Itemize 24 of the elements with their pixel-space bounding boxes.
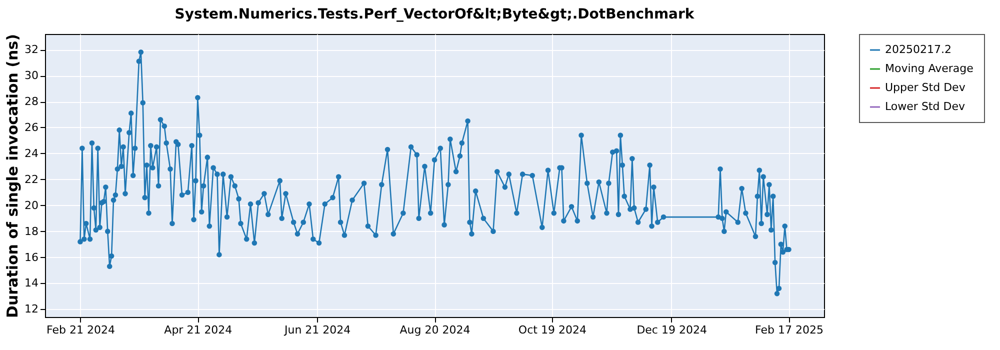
y-tick-label: 28 — [24, 95, 38, 108]
x-tick-label: Dec 19 2024 — [636, 324, 707, 336]
y-axis-title: Duration of single invocation (ns) — [4, 34, 22, 318]
y-tick-label: 32 — [24, 43, 38, 56]
legend-label: Lower Std Dev — [885, 100, 966, 113]
legend-label: 20250217.2 — [885, 43, 952, 56]
legend-label: Moving Average — [885, 62, 974, 75]
chart-title: System.Numerics.Tests.Perf_VectorOf&lt;Byte&gt;.DotBenchmark — [174, 6, 695, 22]
y-tick-label: 18 — [24, 224, 38, 238]
x-tick-label: Feb 21 2024 — [46, 324, 115, 336]
y-tick-label: 26 — [24, 120, 38, 134]
y-tick-label: 14 — [24, 276, 38, 290]
x-tick-label: Oct 19 2024 — [518, 324, 586, 336]
y-tick-label: 24 — [24, 146, 38, 160]
y-tick-label: 12 — [24, 302, 38, 316]
x-tick-label: Apr 21 2024 — [164, 324, 232, 336]
x-tick-label: Jun 21 2024 — [283, 324, 351, 336]
y-tick-label: 16 — [24, 250, 38, 264]
x-tick-label: Feb 17 2025 — [755, 324, 824, 336]
legend-label: Upper Std Dev — [885, 81, 966, 94]
x-tick-label: Aug 20 2024 — [400, 324, 470, 336]
y-tick-label: 22 — [24, 172, 38, 186]
y-tick-label: 20 — [24, 198, 38, 212]
y-tick-label: 30 — [24, 69, 38, 82]
